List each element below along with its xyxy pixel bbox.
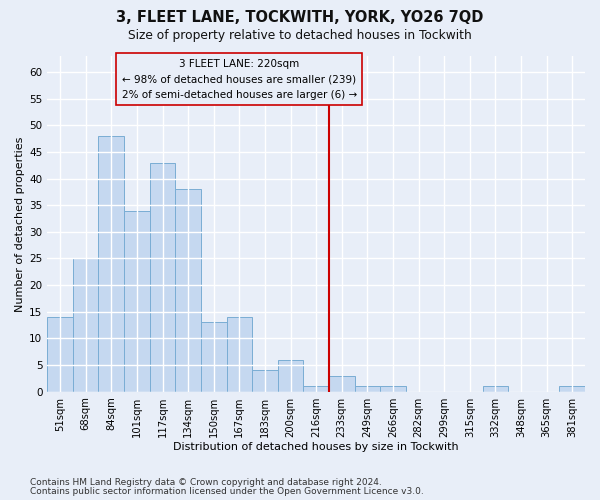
Bar	[559, 386, 585, 392]
Bar	[227, 317, 252, 392]
Bar	[73, 258, 98, 392]
Bar	[47, 317, 73, 392]
X-axis label: Distribution of detached houses by size in Tockwith: Distribution of detached houses by size …	[173, 442, 459, 452]
Text: 3 FLEET LANE: 220sqm
← 98% of detached houses are smaller (239)
2% of semi-detac: 3 FLEET LANE: 220sqm ← 98% of detached h…	[122, 58, 357, 100]
Bar	[304, 386, 329, 392]
Text: Contains HM Land Registry data © Crown copyright and database right 2024.: Contains HM Land Registry data © Crown c…	[30, 478, 382, 487]
Text: Contains public sector information licensed under the Open Government Licence v3: Contains public sector information licen…	[30, 487, 424, 496]
Bar	[252, 370, 278, 392]
Bar	[98, 136, 124, 392]
Bar	[380, 386, 406, 392]
Bar	[329, 376, 355, 392]
Text: Size of property relative to detached houses in Tockwith: Size of property relative to detached ho…	[128, 29, 472, 42]
Bar	[124, 210, 150, 392]
Text: 3, FLEET LANE, TOCKWITH, YORK, YO26 7QD: 3, FLEET LANE, TOCKWITH, YORK, YO26 7QD	[116, 10, 484, 25]
Bar	[175, 189, 201, 392]
Bar	[482, 386, 508, 392]
Bar	[278, 360, 304, 392]
Bar	[355, 386, 380, 392]
Bar	[150, 162, 175, 392]
Y-axis label: Number of detached properties: Number of detached properties	[15, 136, 25, 312]
Bar	[201, 322, 227, 392]
